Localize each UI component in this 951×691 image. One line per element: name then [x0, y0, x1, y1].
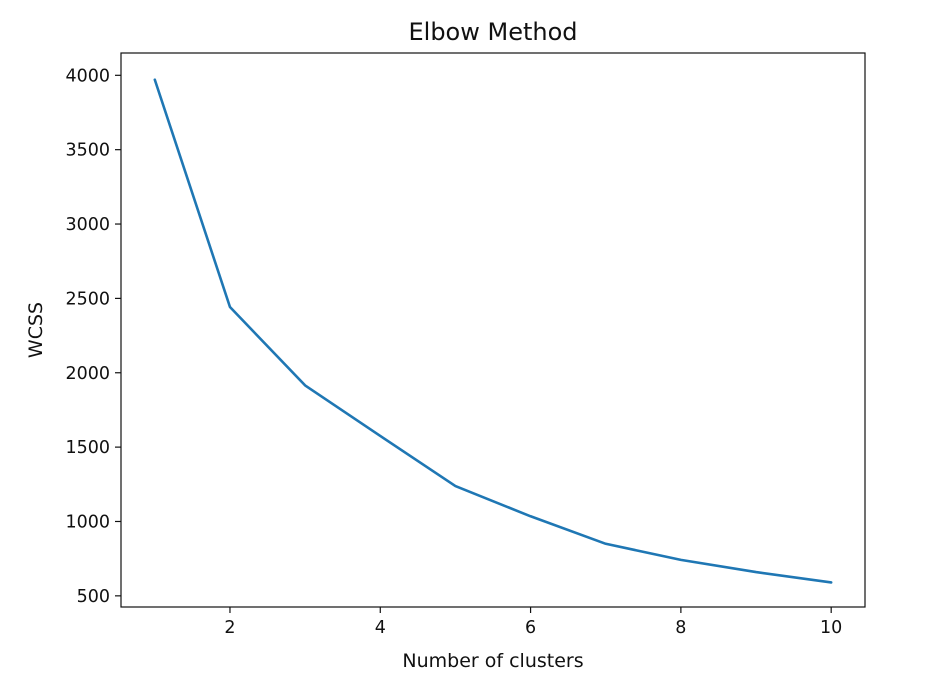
- x-tick-label: 10: [820, 618, 842, 638]
- plot-frame: [120, 52, 866, 608]
- series-line: [153, 78, 833, 584]
- x-tick-label: 4: [375, 618, 386, 638]
- x-tick-label: 6: [525, 618, 536, 638]
- y-axis-label: WCSS: [25, 302, 47, 358]
- y-tick-label: 2000: [65, 364, 110, 384]
- y-tick-label: 4000: [65, 66, 110, 86]
- chart-title: Elbow Method: [408, 18, 577, 46]
- y-tick-label: 1500: [65, 438, 110, 458]
- x-tick-label: 2: [224, 618, 235, 638]
- series-layer: [153, 78, 833, 584]
- x-tick-label: 8: [675, 618, 686, 638]
- y-tick-label: 1000: [65, 512, 110, 532]
- y-tick-label: 2500: [65, 289, 110, 309]
- x-axis-label: Number of clusters: [402, 650, 583, 672]
- y-tick-label: 3000: [65, 215, 110, 235]
- y-tick-label: 500: [77, 587, 110, 607]
- x-axis-ticks: 2 4 6 8 10: [224, 607, 842, 638]
- y-tick-label: 3500: [65, 141, 110, 161]
- y-axis-ticks: 500 1000 1500 2000 2500 3000 3500 4000: [65, 66, 121, 607]
